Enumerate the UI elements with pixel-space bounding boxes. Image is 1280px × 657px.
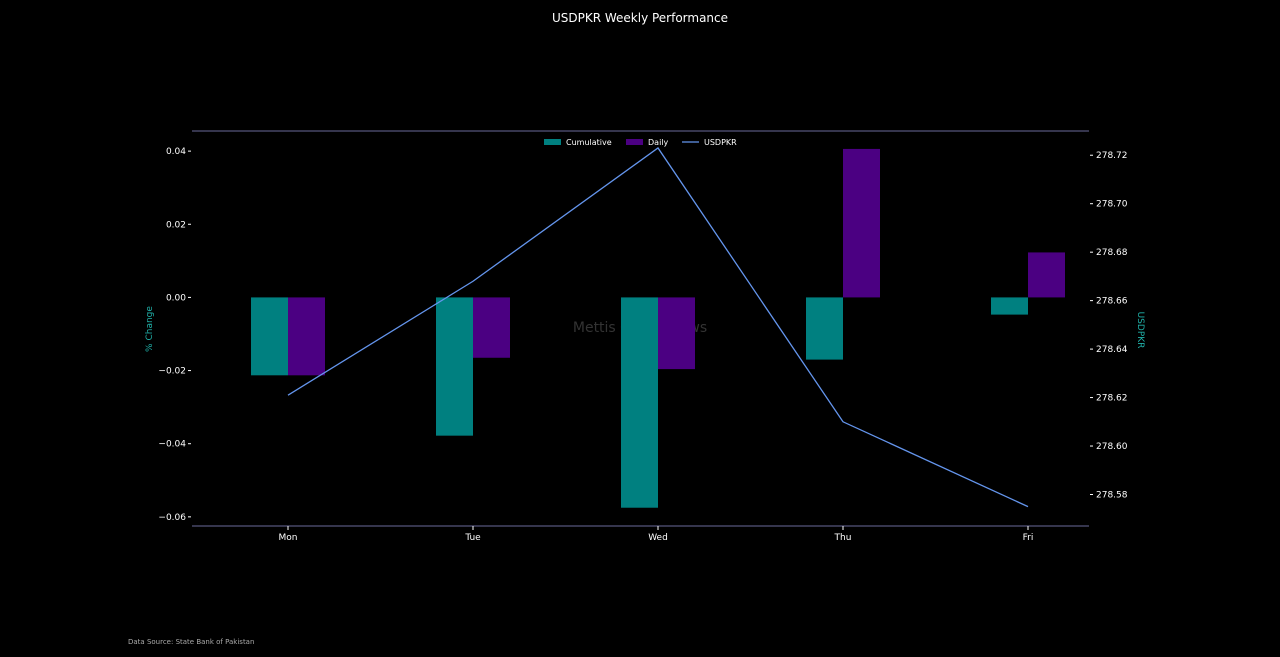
y-tick-label: −0.06 — [158, 513, 186, 523]
right-axis-ticks: 278.72 278.70 278.68 278.66 278.64 278.62 278.… — [1090, 151, 1128, 500]
y2-axis-label: USDPKR — [1135, 312, 1145, 349]
x-tick-label: Fri — [1023, 533, 1034, 543]
y-tick-label: 0.00 — [166, 293, 186, 303]
legend: Cumulative Daily USDPKR — [544, 138, 737, 147]
bar-daily-wed — [658, 297, 695, 370]
y-tick-label: −0.02 — [158, 367, 186, 377]
y-tick-label: −0.04 — [158, 440, 186, 450]
bar-cumulative-wed — [621, 297, 658, 508]
chart-title: USDPKR Weekly Performance — [552, 11, 728, 25]
y-tick-label: 0.02 — [166, 220, 186, 230]
legend-swatch-cumulative — [544, 139, 561, 145]
bar-daily-fri — [1028, 252, 1065, 298]
bar-cumulative-tue — [436, 297, 473, 436]
x-tick-label: Thu — [834, 533, 852, 543]
y2-tick-label: 278.70 — [1096, 200, 1128, 210]
y2-tick-label: 278.72 — [1096, 151, 1128, 161]
legend-swatch-daily — [626, 139, 643, 145]
legend-label-usdpkr: USDPKR — [704, 138, 737, 147]
usdpkr-line — [287, 147, 1029, 508]
y2-tick-label: 278.64 — [1096, 345, 1128, 355]
y2-tick-label: 278.62 — [1096, 394, 1128, 404]
y2-tick-label: 278.68 — [1096, 248, 1128, 258]
x-tick-label: Tue — [464, 533, 481, 543]
bar-daily-thu — [843, 148, 880, 298]
y2-tick-label: 278.60 — [1096, 442, 1128, 452]
left-axis-ticks: 0.04 0.02 0.00 −0.02 −0.04 −0.06 — [158, 147, 191, 523]
data-source: Data Source: State Bank of Pakistan — [128, 638, 254, 646]
y-tick-label: 0.04 — [166, 147, 186, 157]
bars — [251, 148, 1065, 508]
bar-cumulative-thu — [806, 297, 843, 360]
x-tick-label: Mon — [279, 533, 298, 543]
usdpkr-line-group — [287, 147, 1029, 508]
y2-tick-label: 278.66 — [1096, 297, 1128, 307]
bar-daily-tue — [473, 297, 510, 358]
bar-daily-mon — [288, 297, 325, 376]
legend-label-daily: Daily — [648, 138, 669, 147]
x-tick-label: Wed — [648, 533, 668, 543]
bar-cumulative-mon — [251, 297, 288, 376]
y-axis-label: % Change — [145, 306, 155, 352]
x-axis-ticks: Mon Tue Wed Thu Fri — [279, 526, 1034, 543]
y2-tick-label: 278.58 — [1096, 490, 1128, 500]
legend-label-cumulative: Cumulative — [566, 138, 612, 147]
bar-cumulative-fri — [991, 297, 1028, 315]
